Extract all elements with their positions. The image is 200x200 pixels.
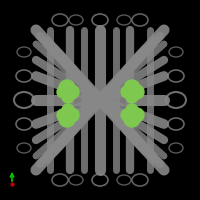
Circle shape <box>57 109 69 121</box>
Circle shape <box>121 86 133 98</box>
Circle shape <box>126 104 138 116</box>
Circle shape <box>130 108 144 122</box>
Circle shape <box>57 86 69 98</box>
Circle shape <box>62 91 74 103</box>
Circle shape <box>59 111 75 127</box>
Circle shape <box>126 91 138 103</box>
Circle shape <box>65 85 79 99</box>
Circle shape <box>124 111 140 127</box>
Circle shape <box>121 109 133 121</box>
Circle shape <box>59 80 75 96</box>
Circle shape <box>65 108 79 122</box>
Circle shape <box>130 85 144 99</box>
Circle shape <box>62 104 74 116</box>
Circle shape <box>124 80 140 96</box>
